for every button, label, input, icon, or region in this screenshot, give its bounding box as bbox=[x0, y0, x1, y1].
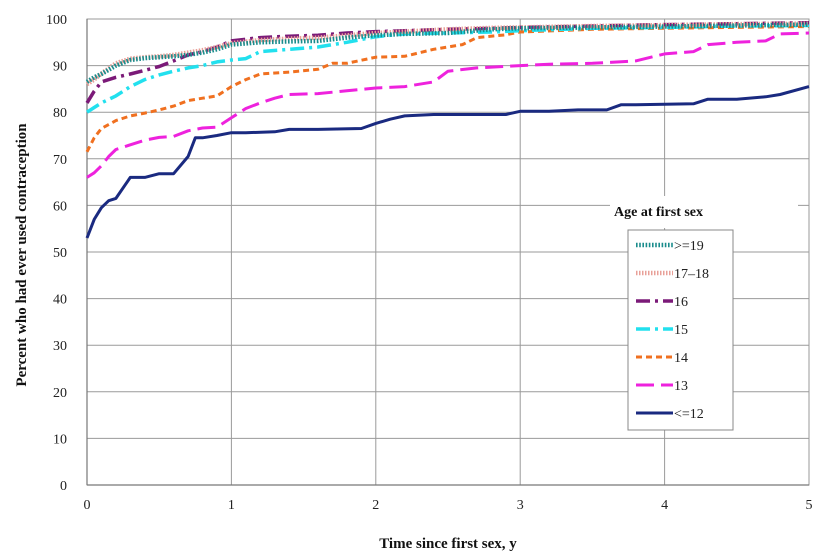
x-axis-title: Time since first sex, y bbox=[379, 536, 517, 552]
y-tick-label: 10 bbox=[53, 432, 67, 447]
x-tick-label: 4 bbox=[661, 498, 668, 513]
x-tick-label: 2 bbox=[372, 498, 379, 513]
series-line bbox=[86, 31, 810, 179]
legend-label: 14 bbox=[674, 351, 688, 366]
series-layer bbox=[85, 20, 810, 239]
y-tick-label: 50 bbox=[53, 246, 67, 261]
legend-label: 17–18 bbox=[674, 267, 709, 282]
legend-label: >=19 bbox=[674, 239, 704, 254]
y-tick-label: 80 bbox=[53, 106, 67, 121]
plot-frame bbox=[86, 18, 810, 486]
y-tick-label: 70 bbox=[53, 153, 67, 168]
legend-label: <=12 bbox=[674, 407, 704, 422]
series-line bbox=[85, 20, 810, 104]
legend-label: 15 bbox=[674, 323, 688, 338]
y-tick-label: 100 bbox=[46, 13, 67, 28]
series-line bbox=[85, 85, 810, 239]
legend-title: Age at first sex bbox=[614, 205, 703, 220]
legend-items: >=19 17–18 16 15 14 13 <=12 bbox=[636, 239, 709, 422]
x-tick-label: 1 bbox=[228, 498, 235, 513]
x-tick-label: 3 bbox=[517, 498, 524, 513]
y-tick-label: 0 bbox=[60, 479, 67, 494]
x-tick-label: 5 bbox=[806, 498, 813, 513]
x-axis-ticks: 0 1 2 3 4 5 bbox=[84, 498, 813, 513]
series-line bbox=[85, 22, 810, 84]
y-tick-label: 20 bbox=[53, 386, 67, 401]
y-tick-label: 60 bbox=[53, 199, 67, 214]
y-tick-label: 40 bbox=[53, 293, 67, 308]
legend-label: 13 bbox=[674, 379, 688, 394]
legend-background bbox=[610, 196, 798, 228]
y-axis-title: Percent who had ever used contraception bbox=[14, 123, 30, 387]
y-axis-ticks: 0 10 20 30 40 50 60 70 80 90 100 bbox=[46, 13, 67, 494]
x-tick-label: 0 bbox=[84, 498, 91, 513]
series-line bbox=[85, 25, 810, 153]
y-tick-label: 30 bbox=[53, 339, 67, 354]
series-line bbox=[86, 23, 810, 114]
legend-label: 16 bbox=[674, 295, 688, 310]
y-tick-label: 90 bbox=[53, 60, 67, 75]
legend: Age at first sex >=19 17–18 16 15 14 13 <=12 bbox=[610, 196, 798, 431]
